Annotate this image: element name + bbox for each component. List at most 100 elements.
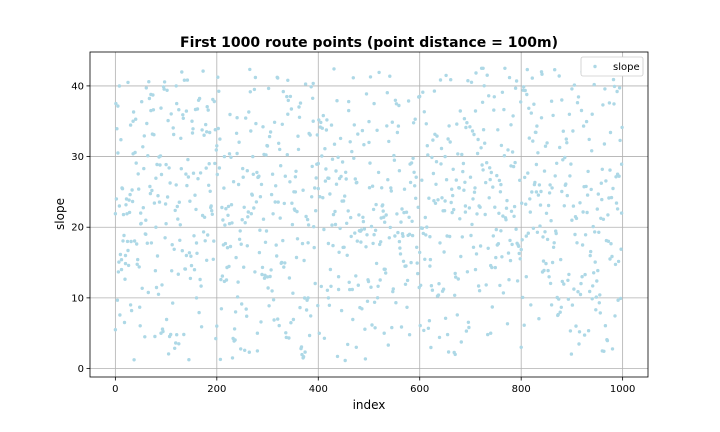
data-point: [310, 195, 314, 199]
data-point: [507, 278, 511, 282]
data-point: [243, 348, 247, 352]
data-point: [529, 303, 533, 307]
data-point: [245, 314, 249, 318]
data-point: [261, 125, 265, 129]
data-point: [271, 212, 275, 216]
data-point: [398, 252, 403, 256]
data-point: [205, 130, 209, 134]
data-point: [254, 121, 258, 126]
data-point: [165, 88, 169, 93]
data-point: [586, 329, 591, 333]
data-point: [437, 335, 442, 340]
data-point: [491, 185, 495, 189]
data-point: [347, 108, 351, 113]
data-point: [353, 231, 357, 235]
data-point: [146, 290, 150, 295]
data-point: [171, 301, 175, 305]
data-point: [169, 112, 173, 116]
data-point: [422, 328, 426, 333]
data-point: [138, 305, 142, 309]
data-point: [505, 198, 509, 203]
data-point: [176, 272, 180, 276]
data-point: [279, 164, 283, 168]
data-point: [542, 169, 547, 173]
data-point: [613, 314, 617, 318]
data-point: [138, 324, 142, 328]
data-point: [567, 112, 572, 117]
data-point: [603, 324, 608, 328]
data-point: [251, 172, 255, 176]
data-point: [493, 205, 497, 209]
data-point: [456, 152, 460, 156]
data-point: [281, 89, 285, 94]
data-point: [229, 203, 234, 207]
data-point: [417, 95, 421, 99]
data-point: [148, 191, 153, 196]
data-point: [308, 133, 312, 137]
data-point: [185, 183, 189, 188]
data-point: [362, 227, 367, 231]
data-point: [542, 268, 546, 273]
data-point: [351, 76, 355, 80]
data-point: [498, 190, 503, 194]
data-point: [545, 237, 550, 242]
data-point: [453, 271, 457, 276]
data-point: [174, 183, 178, 187]
data-point: [462, 188, 466, 192]
data-point: [599, 181, 603, 185]
data-point: [486, 332, 490, 337]
data-point: [476, 137, 480, 142]
data-point: [572, 83, 577, 87]
y-tick-label: 40: [71, 81, 84, 92]
data-point: [255, 349, 260, 353]
data-point: [208, 130, 212, 135]
data-point: [222, 186, 226, 190]
data-point: [359, 240, 363, 244]
data-point: [252, 206, 256, 210]
data-point: [437, 282, 441, 286]
data-point: [141, 206, 145, 210]
data-point: [520, 201, 524, 205]
data-point: [461, 161, 466, 166]
data-point: [314, 176, 318, 180]
data-point: [501, 291, 506, 295]
data-point: [546, 203, 551, 208]
data-point: [436, 293, 441, 297]
data-point: [575, 241, 579, 245]
data-point: [584, 184, 588, 189]
data-point: [328, 192, 332, 196]
data-point: [562, 282, 566, 286]
data-point: [235, 116, 239, 120]
data-point: [484, 180, 488, 185]
data-point: [142, 134, 146, 138]
data-point: [205, 258, 209, 262]
data-point: [580, 243, 585, 247]
data-point: [611, 77, 616, 82]
data-point: [266, 86, 271, 91]
data-point: [242, 265, 246, 269]
data-point: [538, 224, 542, 228]
data-point: [261, 217, 266, 221]
data-point: [616, 298, 620, 302]
data-point: [294, 255, 299, 260]
data-point: [311, 119, 315, 123]
data-point: [516, 244, 521, 248]
data-point: [179, 167, 183, 171]
data-point: [615, 207, 620, 211]
data-point: [202, 215, 207, 219]
legend-label-slope: slope: [613, 62, 640, 73]
data-point: [539, 116, 544, 120]
data-point: [592, 271, 596, 275]
data-point: [446, 350, 451, 354]
data-point: [541, 259, 546, 263]
data-point: [311, 96, 315, 101]
data-point: [381, 209, 385, 213]
data-point: [513, 86, 518, 90]
data-point: [466, 79, 470, 83]
data-point: [519, 247, 523, 252]
data-point: [113, 328, 118, 332]
data-point: [329, 123, 334, 127]
data-point: [168, 181, 172, 185]
data-point: [449, 200, 453, 205]
data-point: [135, 242, 139, 246]
